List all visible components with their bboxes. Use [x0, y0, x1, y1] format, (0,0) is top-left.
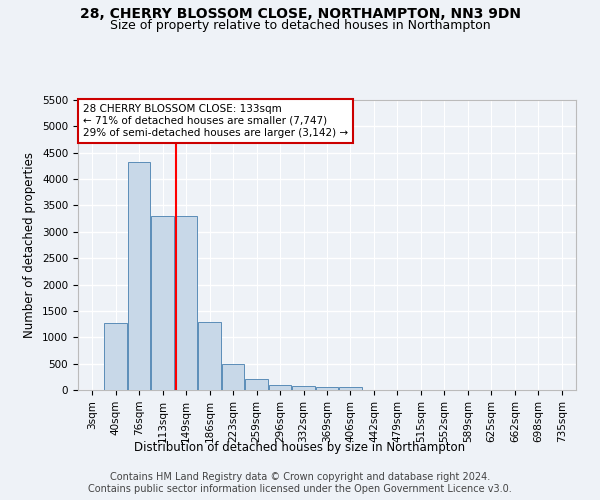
Bar	[269, 386, 291, 390]
Text: Contains public sector information licensed under the Open Government Licence v3: Contains public sector information licen…	[88, 484, 512, 494]
Bar	[222, 364, 244, 390]
Text: Distribution of detached houses by size in Northampton: Distribution of detached houses by size …	[134, 441, 466, 454]
Bar	[199, 322, 221, 390]
Text: 28 CHERRY BLOSSOM CLOSE: 133sqm
← 71% of detached houses are smaller (7,747)
29%: 28 CHERRY BLOSSOM CLOSE: 133sqm ← 71% of…	[83, 104, 348, 138]
Bar	[128, 162, 150, 390]
Bar	[151, 216, 174, 390]
Bar	[340, 387, 362, 390]
Bar	[104, 323, 127, 390]
Y-axis label: Number of detached properties: Number of detached properties	[23, 152, 37, 338]
Bar	[316, 387, 338, 390]
Text: Contains HM Land Registry data © Crown copyright and database right 2024.: Contains HM Land Registry data © Crown c…	[110, 472, 490, 482]
Bar	[292, 386, 314, 390]
Text: Size of property relative to detached houses in Northampton: Size of property relative to detached ho…	[110, 18, 490, 32]
Text: 28, CHERRY BLOSSOM CLOSE, NORTHAMPTON, NN3 9DN: 28, CHERRY BLOSSOM CLOSE, NORTHAMPTON, N…	[79, 8, 521, 22]
Bar	[245, 379, 268, 390]
Bar	[175, 216, 197, 390]
